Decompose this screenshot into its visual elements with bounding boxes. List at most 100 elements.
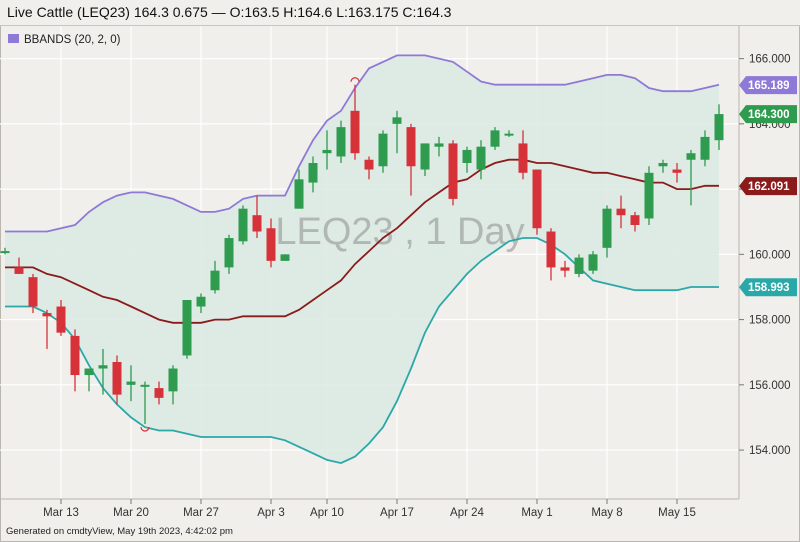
candle-body: [420, 143, 430, 170]
candle: [476, 140, 486, 180]
candle: [280, 254, 290, 261]
x-tick-label: Mar 20: [113, 507, 149, 519]
candle-body: [658, 163, 668, 167]
middle-band-line: [5, 158, 719, 324]
candle-body: [392, 117, 402, 124]
candle: [378, 130, 388, 173]
candle-body: [602, 208, 612, 248]
candle: [532, 169, 542, 235]
legend[interactable]: BBANDS (20, 2, 0): [8, 34, 121, 46]
x-tick-label: Apr 24: [450, 507, 484, 519]
candle-body: [504, 133, 514, 136]
candle-body: [518, 143, 528, 173]
candle: [126, 365, 136, 402]
candle: [182, 300, 192, 359]
price-label-box: [739, 177, 797, 196]
candle: [448, 140, 458, 206]
candle: [308, 156, 318, 193]
candle: [0, 247, 10, 255]
markers: [140, 77, 360, 432]
candle: [546, 228, 556, 281]
candle-body: [532, 169, 542, 229]
chart-title: Live Cattle (LEQ23) 164.3 0.675 — O:163.…: [7, 4, 452, 20]
candle-body: [84, 368, 94, 376]
price-label-text: 158.993: [748, 282, 790, 294]
candle-body: [574, 257, 584, 274]
candle: [714, 104, 724, 150]
bollinger-band-fill: [5, 55, 719, 464]
upper-band-line: [5, 54, 720, 233]
candle-body: [378, 133, 388, 167]
candle-body: [560, 267, 570, 271]
candle-body: [350, 110, 360, 154]
candle: [238, 205, 248, 245]
candles: [0, 84, 724, 424]
candle: [322, 130, 332, 170]
price-label: 165.189: [739, 76, 797, 95]
candle-body: [70, 335, 80, 376]
high-marker: [350, 77, 360, 82]
x-tick-label: May 15: [658, 507, 696, 519]
candle-body: [630, 215, 640, 225]
candle: [434, 136, 444, 157]
price-label-text: 162.091: [748, 181, 790, 193]
candle: [462, 146, 472, 173]
y-tick-label: 158.000: [749, 315, 791, 327]
y-tick-label: 154.000: [749, 445, 791, 457]
candle: [630, 211, 640, 232]
candle: [154, 381, 164, 405]
candle-body: [714, 114, 724, 141]
time-axis[interactable]: Mar 13 Mar 20 Mar 27 Apr 3 Apr 10 Apr 17 Apr 2…: [43, 499, 696, 519]
candle: [266, 218, 276, 268]
candle-body: [252, 215, 262, 232]
candle: [518, 130, 528, 180]
candle: [672, 163, 682, 183]
candle: [140, 381, 150, 424]
candle-body: [28, 277, 38, 307]
symbol-watermark: LEQ23 , 1 Day: [275, 211, 524, 253]
candle-body: [322, 149, 332, 154]
candle-body: [112, 361, 122, 395]
candle-body: [364, 159, 374, 170]
price-label-text: 165.189: [748, 80, 790, 92]
candle-body: [686, 153, 696, 160]
price-label-box: [739, 278, 797, 297]
candle: [56, 300, 66, 336]
candle: [588, 251, 598, 274]
candle-body: [126, 381, 136, 385]
candle: [420, 143, 430, 177]
candle-body: [140, 384, 150, 387]
candle-body: [196, 296, 206, 307]
candle: [294, 169, 304, 209]
candle-body: [644, 172, 654, 219]
candle-body: [448, 143, 458, 199]
legend-swatch: [8, 34, 19, 43]
candle-body: [490, 130, 500, 147]
x-tick-label: May 8: [591, 507, 622, 519]
candle-body: [154, 388, 164, 398]
candle: [350, 84, 360, 160]
candle-body: [0, 251, 10, 254]
candle: [602, 205, 612, 258]
candle-body: [98, 365, 108, 369]
candle-body: [238, 208, 248, 242]
x-tick-label: Apr 10: [310, 507, 344, 519]
candle: [406, 123, 416, 196]
footer-note: Generated on cmdtyView, May 19th 2023, 4…: [6, 526, 233, 537]
candle-body: [42, 313, 52, 317]
price-label-box: [739, 105, 797, 124]
y-tick-label: 156.000: [749, 380, 791, 392]
candle: [14, 257, 24, 274]
candle-body: [280, 254, 290, 261]
x-tick-label: Apr 3: [257, 507, 285, 519]
candle: [42, 309, 52, 349]
candle-body: [14, 267, 24, 274]
candle-body: [168, 368, 178, 392]
candle: [616, 195, 626, 229]
candle-body: [434, 143, 444, 147]
candle-body: [210, 270, 220, 291]
candle: [224, 234, 234, 274]
candle: [644, 166, 654, 225]
title-bar: Live Cattle (LEQ23) 164.3 0.675 — O:163.…: [0, 0, 800, 26]
